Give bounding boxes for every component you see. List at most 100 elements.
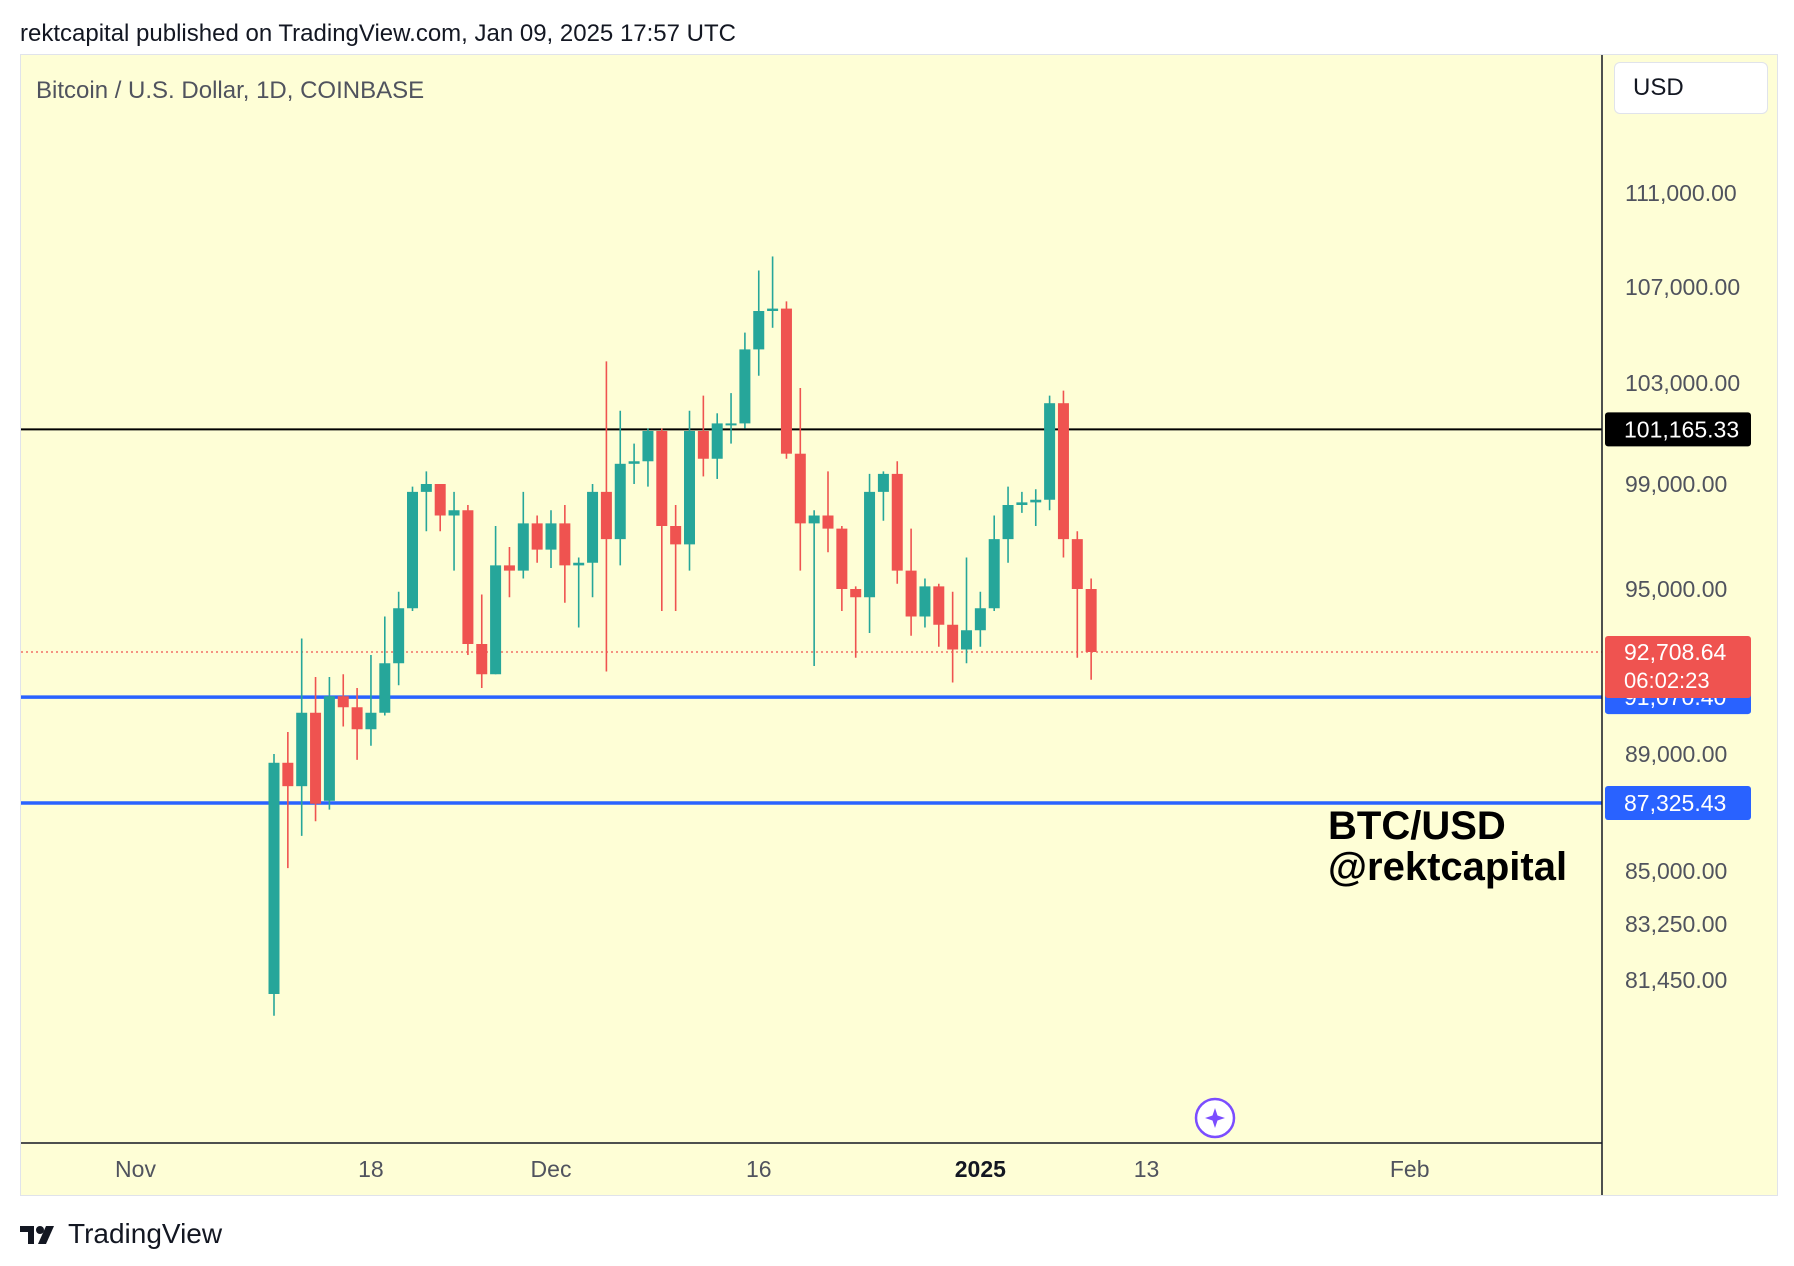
candle-2024-12-30[interactable] [947,591,959,683]
candle-2025-01-03[interactable] [1002,486,1014,563]
candle-body [420,484,432,492]
candle-2025-01-06[interactable] [1044,395,1056,511]
candle-2025-01-09[interactable] [1085,578,1097,680]
candle-2025-01-02[interactable] [988,515,1000,612]
candle-2024-12-29[interactable] [933,583,945,647]
candle-body [1030,499,1042,503]
candle-2024-11-13[interactable] [296,638,308,836]
candle-body [462,510,474,644]
candle-2024-11-29[interactable] [517,491,529,579]
candle-2024-12-05[interactable] [600,361,612,672]
candle-2025-01-05[interactable] [1030,489,1042,526]
candle-body [531,523,543,550]
candle-2024-12-22[interactable] [836,526,848,611]
candle-2024-12-21[interactable] [822,471,834,553]
candle-2024-12-10[interactable] [670,505,682,611]
candle-2024-12-20[interactable] [808,510,820,666]
candle-2024-12-27[interactable] [905,528,917,636]
candle-2024-11-18[interactable] [365,655,377,746]
candle-2024-11-15[interactable] [323,677,335,810]
candle-2024-12-14[interactable] [725,393,737,444]
candle-2024-12-13[interactable] [711,413,723,479]
candle-2024-12-16[interactable] [753,270,765,376]
candle-2024-12-26[interactable] [891,461,903,584]
y-tick-label-8: 81,450.00 [1625,967,1727,993]
candle-body [365,712,377,730]
candle-2024-11-26[interactable] [476,594,488,689]
candle-2024-11-28[interactable] [503,547,515,598]
candle-2024-11-17[interactable] [351,688,363,760]
candle-2025-01-04[interactable] [1016,491,1028,513]
candle-body [891,473,903,571]
candle-2024-12-19[interactable] [794,388,806,571]
candle-body [808,515,820,524]
candle-body [656,430,668,526]
candle-2024-11-30[interactable] [531,515,543,563]
currency-selector[interactable]: USD [1614,62,1768,114]
candle-2024-12-15[interactable] [739,332,751,429]
candle-body [296,712,308,787]
candlestick-chart[interactable]: 111,000.00 107,000.00 103,000.00 99,000.00 9… [21,55,1777,1195]
watermark-line1: BTC/USD [1328,804,1506,848]
candle-2025-01-08[interactable] [1071,531,1083,658]
candle-body [1002,505,1014,540]
candle-2024-11-25[interactable] [462,505,474,655]
candle-2024-12-24[interactable] [864,473,876,633]
candle-body [988,539,1000,609]
candle-2024-12-31[interactable] [961,557,972,664]
candle-body [559,523,571,566]
footer: TradingView [20,1218,222,1250]
candle-2024-11-12[interactable] [282,732,294,869]
candle-2024-12-17[interactable] [767,256,779,328]
candle-2024-12-09[interactable] [656,428,668,611]
candle-2024-12-28[interactable] [919,578,931,628]
candle-body [379,663,391,713]
candle-2024-11-22[interactable] [420,471,432,532]
candle-2024-11-21[interactable] [407,486,418,611]
tradingview-logo-icon[interactable] [20,1222,60,1246]
candle-2024-12-23[interactable] [850,586,862,658]
candle-2024-12-08[interactable] [642,428,654,487]
candle-body [1044,403,1056,500]
candle-2024-12-01[interactable] [545,510,557,568]
candle-body [836,528,848,589]
candle-body [545,523,557,550]
candle-2025-01-07[interactable] [1057,390,1069,558]
candle-body [448,510,460,516]
candle-2024-11-14[interactable] [310,677,322,822]
candle-2024-12-11[interactable] [684,410,695,571]
chart-frame[interactable]: 111,000.00 107,000.00 103,000.00 99,000.00 9… [20,54,1778,1196]
candle-2024-12-03[interactable] [573,557,585,628]
candle-body [323,696,335,801]
candle-2024-12-06[interactable] [614,410,626,566]
candle-2024-11-27[interactable] [490,526,502,675]
candle-2024-12-07[interactable] [628,443,640,484]
candle-2024-12-18[interactable] [780,301,792,459]
candle-2024-11-23[interactable] [434,484,446,532]
candle-2024-12-04[interactable] [587,484,599,598]
price-label-text: 87,325.43 [1624,790,1726,816]
candle-body [1057,403,1069,540]
candle-2024-11-16[interactable] [337,674,349,727]
candle-body [1071,539,1083,589]
candle-body [905,570,917,617]
candle-2024-11-11[interactable] [268,754,280,1016]
candle-2024-12-02[interactable] [559,505,571,603]
candle-2025-01-01[interactable] [974,591,986,647]
symbol-title: Bitcoin / U.S. Dollar, 1D, COINBASE [36,77,425,104]
y-tick-label-2: 103,000.00 [1625,370,1740,396]
sparkle-icon[interactable] [1194,1097,1236,1139]
candle-2024-11-20[interactable] [393,591,405,686]
x-tick-label-2: Dec [531,1156,572,1182]
candle-body [822,515,834,529]
candle-2024-12-25[interactable] [877,471,889,521]
candle-2024-11-19[interactable] [379,616,391,716]
y-tick-label-0: 111,000.00 [1625,180,1737,206]
candle-body [767,308,779,311]
x-tick-label-3: 16 [746,1156,772,1182]
candle-body [517,523,529,571]
tradingview-brand[interactable]: TradingView [68,1218,223,1249]
candle-2024-11-24[interactable] [448,491,460,571]
candle-2024-12-12[interactable] [697,395,709,477]
candle-body [753,311,765,350]
